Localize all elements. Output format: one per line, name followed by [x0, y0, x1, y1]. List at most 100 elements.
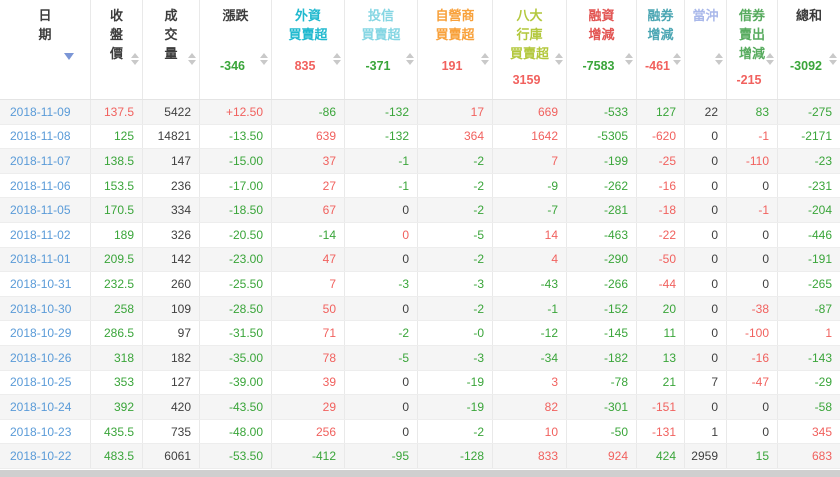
cell-date[interactable]: 2018-10-30 — [0, 296, 91, 321]
cell-dealer-net: -5 — [418, 222, 493, 247]
cell-dealer-net: -2 — [418, 173, 493, 198]
cell-trust-net: -1 — [345, 149, 418, 173]
cell-date[interactable]: 2018-11-07 — [0, 149, 91, 173]
sort-updown-icon[interactable] — [131, 53, 139, 65]
col-header-volume[interactable]: 成 交 量 — [143, 0, 200, 99]
cell-sec-lending: 0 — [727, 247, 778, 272]
sort-up-arrow — [673, 53, 681, 58]
cell-sec-lending: 0 — [727, 222, 778, 247]
sort-up-arrow — [406, 53, 414, 58]
cell-trust-net: -95 — [345, 444, 418, 468]
cell-total: -275 — [807, 104, 832, 119]
col-header-day-trade[interactable]: 當沖 — [685, 0, 727, 99]
sort-updown-icon[interactable] — [625, 53, 633, 65]
cell-dealer-net: -2 — [418, 198, 493, 222]
cell-volume: 420 — [143, 395, 200, 419]
sort-updown-icon[interactable] — [406, 53, 414, 65]
sort-up-arrow — [260, 53, 268, 58]
cell-date[interactable]: 2018-10-29 — [0, 321, 91, 345]
cell-date[interactable]: 2018-11-08 — [0, 124, 91, 149]
cell-sec-lending: -47 — [727, 370, 778, 395]
cell-foreign-net: 37 — [272, 149, 345, 173]
horizontal-scrollbar[interactable] — [0, 470, 840, 477]
cell-close: 153.5 — [91, 173, 143, 198]
cell-sec-lending: -110 — [727, 149, 778, 173]
col-header-label: 收 盤 價 — [109, 8, 123, 61]
cell-dealer-net: -2 — [418, 149, 493, 173]
cell-change: -23.00 — [200, 247, 272, 272]
sort-up-arrow — [829, 53, 837, 58]
cell-sec-lending: -38 — [727, 296, 778, 321]
cell-day-trade: 0 — [685, 149, 727, 173]
sort-updown-icon[interactable] — [829, 53, 837, 65]
cell-date[interactable]: 2018-10-26 — [0, 345, 91, 370]
cell-date[interactable]: 2018-10-25 — [0, 370, 91, 395]
col-header-date[interactable]: 日 期 — [0, 0, 91, 99]
cell-margin-change: -145 — [567, 321, 637, 345]
cell-date[interactable]: 2018-11-06 — [0, 173, 91, 198]
col-header-dealer-net[interactable]: 自營商 買賣超 191 — [418, 0, 493, 99]
col-header-trust-net[interactable]: 投信 買賣超 -371 — [345, 0, 418, 99]
cell-change: -13.50 — [200, 124, 272, 149]
cell-trust-net: -1 — [345, 173, 418, 198]
sort-updown-icon[interactable] — [260, 53, 268, 65]
cell-margin-change: -152 — [567, 296, 637, 321]
sort-up-arrow — [188, 53, 196, 58]
cell-short-change: 127 — [637, 100, 685, 124]
col-summary-value: 3159 — [512, 73, 541, 87]
cell-trust-net: 0 — [345, 395, 418, 419]
cell-day-trade: 0 — [685, 173, 727, 198]
cell-banks-net: 14 — [493, 222, 567, 247]
cell-date[interactable]: 2018-11-01 — [0, 247, 91, 272]
col-header-banks-net[interactable]: 八大 行庫 買賣超 3159 — [493, 0, 567, 99]
sort-updown-icon[interactable] — [766, 53, 774, 65]
cell-dealer-net: -2 — [418, 419, 493, 444]
cell-date[interactable]: 2018-10-22 — [0, 444, 91, 468]
col-header-label: 融資 增減 — [588, 8, 615, 42]
cell-banks-net: 7 — [493, 149, 567, 173]
cell-date[interactable]: 2018-10-24 — [0, 395, 91, 419]
col-header-label: 日 期 — [38, 8, 52, 42]
col-header-short-change[interactable]: 融券 增減 -461 — [637, 0, 685, 99]
cell-foreign-net: 39 — [272, 370, 345, 395]
cell-foreign-net: -14 — [272, 222, 345, 247]
sort-updown-icon[interactable] — [188, 53, 196, 65]
cell-foreign-net: 27 — [272, 173, 345, 198]
col-header-close[interactable]: 收 盤 價 — [91, 0, 143, 99]
table-row: 2018-11-08 125 14821 -13.50 639 -132 364 1642 -5… — [0, 124, 840, 150]
sort-updown-icon[interactable] — [481, 53, 489, 65]
col-header-margin-change[interactable]: 融資 增減 -7583 — [567, 0, 637, 99]
col-header-sec-lending[interactable]: 借券 賣出 增減 -215 — [727, 0, 778, 99]
sort-down-arrow — [715, 60, 723, 65]
col-header-label: 當沖 — [692, 8, 719, 23]
sort-updown-icon[interactable] — [715, 53, 723, 65]
cell-short-change: -50 — [637, 247, 685, 272]
cell-close: 209.5 — [91, 247, 143, 272]
cell-dealer-net: -0 — [418, 321, 493, 345]
cell-total: -231 — [807, 178, 832, 193]
cell-margin-change: -5305 — [567, 124, 637, 149]
col-header-change[interactable]: 漲跌 -346 — [200, 0, 272, 99]
cell-dealer-net: -2 — [418, 247, 493, 272]
sort-updown-icon[interactable] — [555, 53, 563, 65]
cell-day-trade: 1 — [685, 419, 727, 444]
cell-sec-lending: 83 — [727, 100, 778, 124]
cell-date[interactable]: 2018-10-23 — [0, 419, 91, 444]
cell-short-change: 13 — [637, 345, 685, 370]
cell-margin-change: -262 — [567, 173, 637, 198]
cell-date[interactable]: 2018-11-05 — [0, 198, 91, 222]
cell-short-change: -620 — [637, 124, 685, 149]
cell-date[interactable]: 2018-10-31 — [0, 272, 91, 296]
sort-updown-icon[interactable] — [333, 53, 341, 65]
col-header-foreign-net[interactable]: 外資 買賣超 835 — [272, 0, 345, 99]
cell-close: 286.5 — [91, 321, 143, 345]
cell-date[interactable]: 2018-11-02 — [0, 222, 91, 247]
cell-day-trade: 7 — [685, 370, 727, 395]
cell-day-trade: 0 — [685, 198, 727, 222]
cell-foreign-net: -86 — [272, 100, 345, 124]
cell-date[interactable]: 2018-11-09 — [0, 100, 91, 124]
col-header-total[interactable]: 總和 -3092 — [778, 0, 840, 99]
sort-updown-icon[interactable] — [673, 53, 681, 65]
sort-desc-icon[interactable] — [64, 53, 74, 60]
col-header-label: 成 交 量 — [164, 8, 178, 61]
